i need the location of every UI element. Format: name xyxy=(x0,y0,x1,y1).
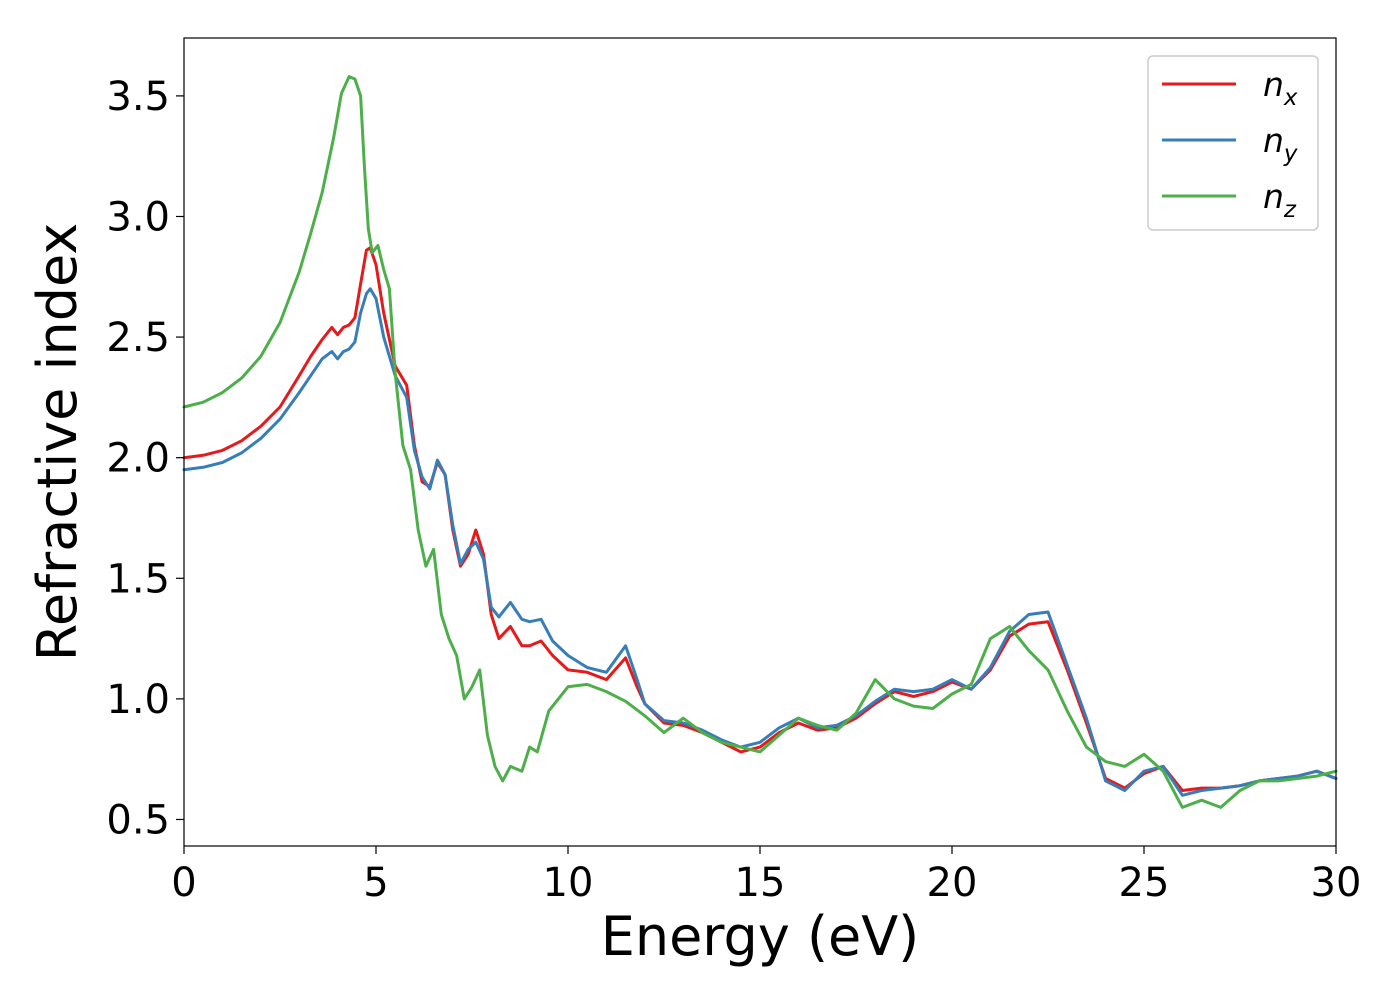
series-layer xyxy=(182,75,1338,809)
legend-label-z: nz xyxy=(1263,177,1297,223)
x-tick-label: 5 xyxy=(363,860,388,906)
x-axis-title: Energy (eV) xyxy=(601,905,920,968)
legend-label-subscript: z xyxy=(1283,197,1297,223)
legend-label-base: n xyxy=(1263,177,1284,216)
y-ticks: 0.5 1.0 1.5 2.0 2.5 3.0 3.5 xyxy=(106,74,184,843)
series-line-z xyxy=(182,75,1338,809)
x-ticks: 0 5 10 15 20 25 30 xyxy=(171,846,1361,906)
y-axis-title: Refractive index xyxy=(26,223,89,662)
legend-label-base: n xyxy=(1263,121,1284,160)
legend-frame xyxy=(1147,55,1319,231)
series-line-y xyxy=(182,287,1338,797)
x-tick-label: 20 xyxy=(927,860,978,906)
legend-label-y: ny xyxy=(1263,121,1298,167)
y-tick-label: 1.5 xyxy=(106,556,170,602)
plot-area xyxy=(184,38,1336,846)
y-tick-label: 2.5 xyxy=(106,315,170,361)
y-tick-label: 2.0 xyxy=(106,436,170,482)
series-line-x xyxy=(182,246,1338,792)
y-tick-label: 3.5 xyxy=(106,74,170,120)
y-tick-label: 0.5 xyxy=(106,797,170,843)
x-tick-label: 30 xyxy=(1311,860,1362,906)
x-tick-label: 10 xyxy=(543,860,594,906)
x-tick-label: 25 xyxy=(1119,860,1170,906)
legend-label-subscript: x xyxy=(1283,85,1298,111)
x-tick-label: 0 xyxy=(171,860,196,906)
legend-label-subscript: y xyxy=(1283,141,1298,167)
x-tick-label: 15 xyxy=(735,860,786,906)
y-tick-label: 3.0 xyxy=(106,194,170,240)
legend-label-x: nx xyxy=(1263,65,1298,111)
y-tick-label: 1.0 xyxy=(106,677,170,723)
legend-label-base: n xyxy=(1263,65,1284,104)
